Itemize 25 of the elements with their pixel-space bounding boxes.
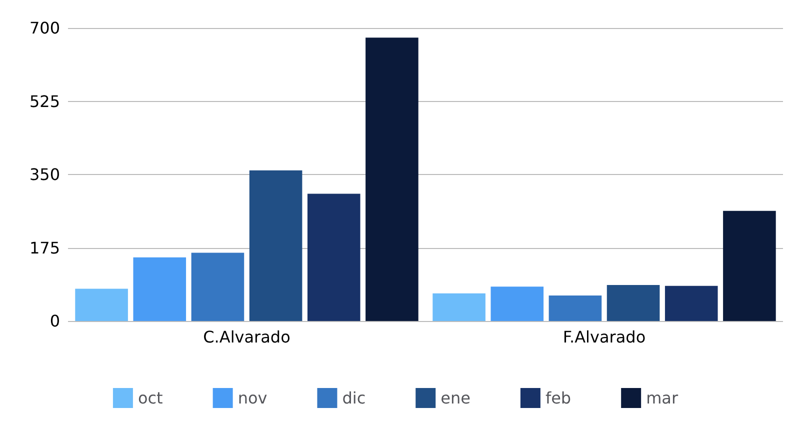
legend-label: mar (646, 388, 678, 408)
bar (307, 194, 360, 321)
y-tick-label: 350 (29, 165, 60, 184)
y-tick-label: 175 (29, 238, 60, 258)
legend-label: ene (440, 388, 470, 408)
y-tick-label: 525 (29, 92, 60, 111)
x-tick-label: F.Alvarado (562, 328, 646, 346)
legend-label: dic (342, 388, 366, 408)
legend-label: nov (238, 388, 268, 408)
bar (249, 170, 302, 321)
legend-label: oct (138, 388, 163, 408)
bar (75, 288, 128, 321)
bar (664, 286, 718, 321)
bar (133, 257, 186, 321)
bar (606, 285, 660, 321)
bar (490, 286, 544, 321)
bar (723, 210, 776, 321)
bar (432, 293, 486, 321)
x-tick-label: C.Alvarado (203, 328, 290, 346)
bar (191, 252, 244, 321)
y-tick-label: 700 (29, 18, 60, 38)
bar (366, 38, 418, 321)
bar (548, 295, 602, 321)
y-tick-label: 0 (50, 312, 60, 330)
legend-label: feb (545, 388, 572, 408)
